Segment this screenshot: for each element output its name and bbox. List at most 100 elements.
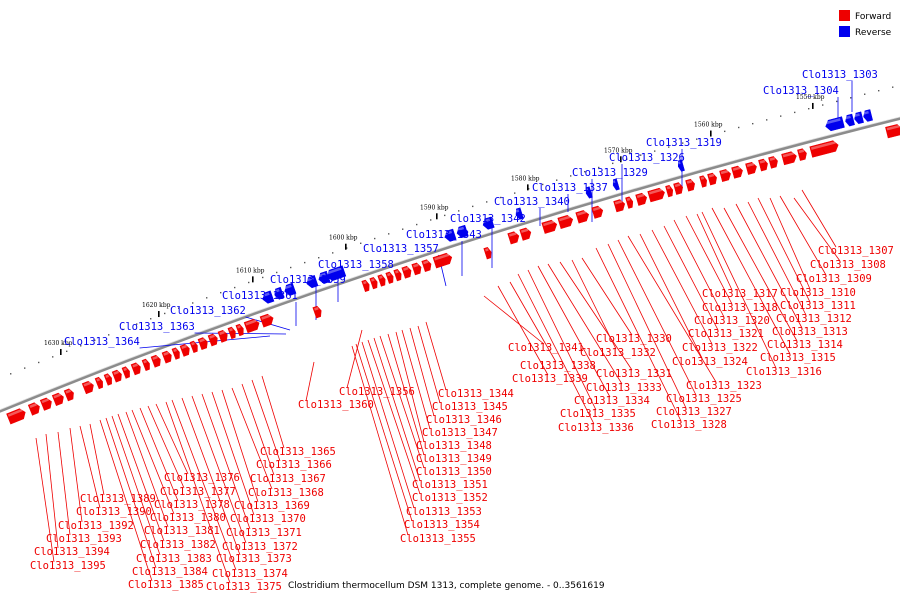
forward-gene[interactable] (235, 323, 245, 337)
gene-label[interactable]: Clo1313_1359 (270, 274, 346, 286)
reverse-gene[interactable] (844, 113, 855, 127)
gene-label[interactable]: Clo1313_1314 (767, 339, 843, 351)
gene-label[interactable]: Clo1313_1394 (34, 546, 110, 558)
gene-label[interactable]: Clo1313_1321 (688, 328, 764, 340)
forward-gene[interactable] (141, 358, 152, 372)
forward-gene[interactable] (731, 165, 745, 179)
gene-label[interactable]: Clo1313_1360 (298, 399, 374, 411)
gene-label[interactable]: Clo1313_1313 (772, 326, 848, 338)
gene-label[interactable]: Clo1313_1358 (318, 259, 394, 271)
gene-label[interactable]: Clo1313_1351 (412, 479, 488, 491)
gene-label[interactable]: Clo1313_1308 (810, 259, 886, 271)
reverse-gene[interactable] (824, 116, 845, 132)
gene-label[interactable]: Clo1313_1342 (450, 213, 526, 225)
forward-gene[interactable] (719, 168, 733, 182)
gene-label[interactable]: Clo1313_1370 (230, 513, 306, 525)
forward-gene[interactable] (39, 397, 53, 411)
gene-label[interactable]: Clo1313_1368 (248, 487, 324, 499)
forward-gene[interactable] (259, 313, 275, 328)
reverse-gene[interactable] (585, 186, 593, 199)
forward-gene[interactable] (591, 205, 605, 219)
forward-gene[interactable] (768, 156, 779, 169)
gene-label[interactable]: Clo1313_1375 (206, 581, 282, 593)
forward-gene[interactable] (647, 187, 666, 203)
gene-label[interactable]: Clo1313_1330 (596, 333, 672, 345)
forward-gene[interactable] (393, 268, 403, 282)
reverse-gene[interactable] (862, 109, 873, 123)
gene-label[interactable]: Clo1313_1381 (144, 525, 220, 537)
forward-gene[interactable] (94, 376, 105, 390)
gene-label[interactable]: Clo1313_1355 (400, 533, 476, 545)
reverse-gene[interactable] (317, 270, 331, 285)
forward-gene[interactable] (699, 175, 708, 188)
gene-label[interactable]: Clo1313_1390 (76, 506, 152, 518)
gene-label[interactable]: Clo1313_1322 (682, 342, 758, 354)
reverse-gene[interactable] (455, 224, 469, 239)
gene-label[interactable]: Clo1313_1366 (256, 459, 332, 471)
gene-label[interactable]: Clo1313_1364 (64, 336, 140, 348)
gene-label[interactable]: Clo1313_1365 (260, 446, 336, 458)
gene-label[interactable]: Clo1313_1340 (494, 196, 570, 208)
forward-gene[interactable] (635, 192, 649, 206)
gene-label[interactable]: Clo1313_1378 (154, 499, 230, 511)
forward-gene[interactable] (421, 259, 433, 272)
forward-gene[interactable] (541, 219, 559, 234)
forward-gene[interactable] (161, 350, 173, 364)
reverse-gene[interactable] (273, 286, 285, 300)
forward-gene[interactable] (685, 178, 697, 192)
forward-gene[interactable] (217, 329, 229, 343)
gene-label[interactable]: Clo1313_1324 (672, 356, 748, 368)
gene-label[interactable]: Clo1313_1395 (30, 560, 106, 572)
reverse-gene[interactable] (677, 159, 685, 172)
gene-label[interactable]: Clo1313_1328 (651, 419, 727, 431)
forward-gene[interactable] (197, 337, 209, 351)
reverse-gene[interactable] (853, 111, 864, 125)
gene-label[interactable]: Clo1313_1315 (760, 352, 836, 364)
forward-gene[interactable] (227, 326, 237, 340)
reverse-gene[interactable] (283, 282, 297, 297)
forward-gene[interactable] (385, 271, 395, 284)
gene-label[interactable]: Clo1313_1323 (686, 380, 762, 392)
gene-label[interactable]: Clo1313_1320 (694, 315, 770, 327)
gene-label[interactable]: Clo1313_1373 (216, 553, 292, 565)
forward-gene[interactable] (411, 262, 423, 276)
gene-label[interactable]: Clo1313_1384 (132, 566, 208, 578)
gene-label[interactable]: Clo1313_1348 (416, 440, 492, 452)
gene-label[interactable]: Clo1313_1331 (596, 368, 672, 380)
gene-label[interactable]: Clo1313_1346 (426, 414, 502, 426)
forward-gene[interactable] (797, 148, 808, 161)
forward-gene[interactable] (130, 362, 142, 376)
gene-label[interactable]: Clo1313_1341 (508, 342, 584, 354)
forward-gene[interactable] (483, 247, 493, 260)
gene-label[interactable]: Clo1313_1393 (46, 533, 122, 545)
forward-gene[interactable] (707, 172, 718, 186)
gene-label[interactable]: Clo1313_1345 (432, 401, 508, 413)
forward-gene[interactable] (665, 184, 674, 198)
forward-gene[interactable] (369, 277, 379, 290)
gene-label[interactable]: Clo1313_1333 (586, 382, 662, 394)
gene-label[interactable]: Clo1313_1317 (702, 288, 778, 300)
gene-label[interactable]: Clo1313_1327 (656, 406, 732, 418)
forward-gene[interactable] (781, 151, 798, 166)
gene-label[interactable]: Clo1313_1356 (339, 386, 415, 398)
forward-gene[interactable] (121, 366, 132, 379)
forward-gene[interactable] (885, 123, 900, 139)
gene-label[interactable]: Clo1313_1392 (58, 520, 134, 532)
forward-gene[interactable] (507, 231, 521, 245)
gene-label[interactable]: Clo1313_1371 (226, 527, 302, 539)
gene-label[interactable]: Clo1313_1332 (580, 347, 656, 359)
gene-label[interactable]: Clo1313_1309 (796, 273, 872, 285)
gene-label[interactable]: Clo1313_1372 (222, 541, 298, 553)
gene-label[interactable]: Clo1313_1336 (558, 422, 634, 434)
gene-label[interactable]: Clo1313_1338 (520, 360, 596, 372)
forward-gene[interactable] (432, 252, 454, 269)
forward-gene[interactable] (613, 199, 627, 213)
gene-label[interactable]: Clo1313_1362 (170, 305, 246, 317)
forward-gene[interactable] (758, 158, 769, 172)
forward-gene[interactable] (150, 354, 162, 368)
gene-label[interactable]: Clo1313_1344 (438, 388, 514, 400)
reverse-gene[interactable] (481, 216, 495, 231)
forward-gene[interactable] (809, 140, 840, 158)
gene-label[interactable]: Clo1313_1326 (609, 152, 685, 164)
gene-label[interactable]: Clo1313_1303 (802, 69, 878, 81)
